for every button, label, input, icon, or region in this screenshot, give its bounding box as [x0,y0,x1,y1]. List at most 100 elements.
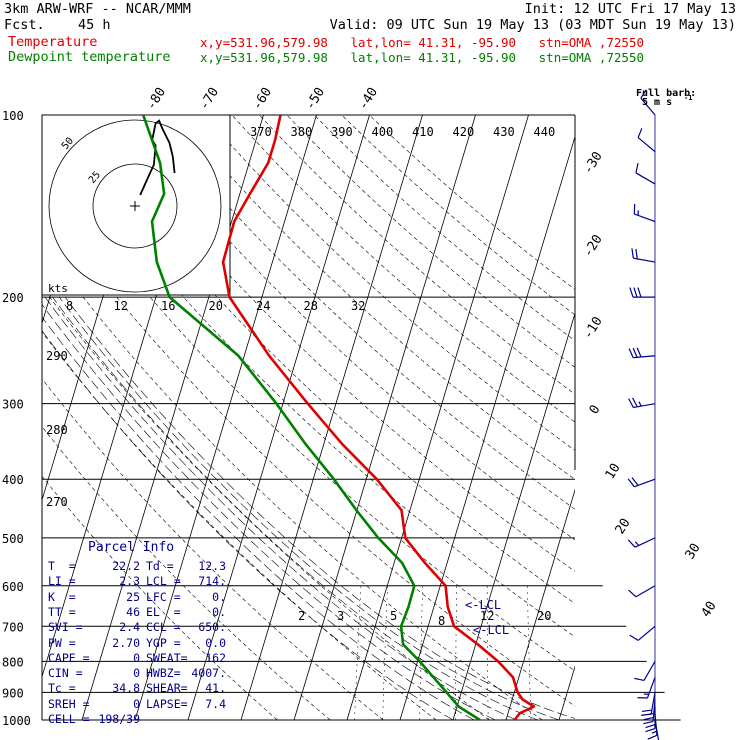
isotherm-label: -70 [197,85,222,113]
parcel-info-panel: Parcel Info T = 22.2 Td = 12.3 LI = 2.3 LCL = 7… [44,538,230,728]
parcel-field-label: PW = [48,635,76,650]
isotherm-label: 30 [683,541,704,562]
hodograph-scale-label: 20 [209,299,223,313]
dry-adiabat [42,158,575,672]
lcl-marker: <-LCL [473,623,509,637]
wind-barb [628,585,656,598]
isotherm-line [293,115,476,720]
isotherm-label: 20 [613,516,634,537]
dry-adiabat [42,426,331,720]
isobars [42,114,681,721]
isotherm-line [187,115,370,720]
parcel-field-value: 7.4 [205,696,226,711]
lcl-marker: <-LCL [465,598,501,612]
model-title: 3km ARW-WRF -- NCAR/MMM [4,1,191,17]
isotherm-label: -50 [303,85,328,113]
pressure-label: 700 [2,620,24,634]
parcel-field-label: SHEAR= [146,681,188,696]
parcel-field-label: LI = [48,574,76,589]
dry-adiabat-label: 290 [46,349,68,363]
dry-adiabat [204,115,575,451]
wind-legend-title: Full barb: [636,88,696,99]
dry-adiabat [42,242,543,720]
wind-barb [628,347,656,359]
parcel-field-label: T = [48,559,76,573]
dewpoint-profile [141,115,481,720]
dry-adiabat-label: 280 [46,423,68,437]
parcel-field-value: 0. [212,604,226,619]
theta-label: 440 [534,125,556,139]
parcel-field-label: LFC = [146,589,181,604]
wind-barb [631,248,656,263]
temperature-legend-info: x,y=531.96,579.98 lat,lon= 41.31, -95.90… [200,35,645,50]
wind-barb [645,706,656,733]
mixing-ratio-label: 3 [337,609,344,623]
wind-barb [627,537,656,548]
parcel-field-label: SREH = [48,696,90,711]
parcel-field-label: LCL = [146,574,181,589]
moist-adiabat [64,296,575,719]
wind-barb [633,203,656,223]
dry-adiabat [66,115,575,604]
dewpoint-legend-label: Dewpoint temperature [8,49,171,65]
isotherm-label: -20 [581,232,606,260]
isotherm-label: 40 [699,599,720,620]
isotherm-line [612,115,740,720]
mixing-ratio-label: 8 [438,614,445,628]
pressure-label: 1000 [2,714,31,728]
wind-barb [641,692,656,716]
wind-barb [637,128,656,153]
wind-barb [627,477,656,488]
isotherm-line [240,115,423,720]
pressure-label: 500 [2,532,24,546]
dry-adiabat [42,199,575,707]
parcel-field-label: HWBZ= [146,666,181,681]
hodograph-ring [48,119,222,293]
parcel-field-label: CCL = [146,620,181,635]
hodograph-ring [92,163,178,249]
wind-barb [628,397,656,409]
temperature-profile [221,115,536,720]
wind-barb [629,625,656,641]
dry-adiabat [231,115,575,423]
isotherm-line [399,135,575,720]
forecast-label: Fcst. [4,17,45,33]
parcel-info-title: Parcel Info [88,540,175,555]
hodograph-scale-label: 32 [351,299,365,313]
parcel-field-value: 650. [198,620,226,635]
profiles [141,115,536,720]
isotherm-label: -40 [356,85,381,113]
theta-label: 370 [250,125,272,139]
parcel-field-value: 2.4 [119,620,140,635]
moist-adiabat [58,296,560,720]
theta-label: 410 [412,125,434,139]
pressure-label: 900 [2,686,24,700]
parcel-field-value: 25 [126,589,140,604]
isotherm-line [505,488,575,720]
dry-adiabat [42,475,278,720]
parcel-field-label: TT = [48,604,76,619]
hodograph-units: kts [48,282,68,295]
parcel-field-label: CELL = [48,712,90,726]
pressure-label: 300 [2,398,24,412]
dewpoint-legend-info: x,y=531.96,579.98 lat,lon= 41.31, -95.90… [200,50,645,65]
parcel-field-value: 2.70 [112,635,140,650]
mixing-ratio-label: 12 [480,609,494,623]
isotherm-label: -60 [250,85,275,113]
hodograph-scale-label: 12 [114,299,128,313]
forecast-hours: 45 h [78,17,111,33]
isotherm-label: -80 [144,85,169,113]
valid-time: Valid: 09 UTC Sun 19 May 13 (03 MDT Sun … [329,17,736,33]
wind-barb [640,89,656,116]
mixing-ratio-line [382,585,388,720]
isotherm-line [81,115,264,720]
pressure-label: 800 [2,655,24,669]
isotherm-label: 10 [603,461,624,482]
parcel-field-label: YGP = [146,635,181,650]
wind-legend-exponent: -1 [684,94,692,102]
parcel-field-value: 0 [133,650,140,665]
isotherm-label: 0 [587,403,604,418]
mixing-ratio-label: 20 [537,609,551,623]
theta-label: 400 [372,125,394,139]
